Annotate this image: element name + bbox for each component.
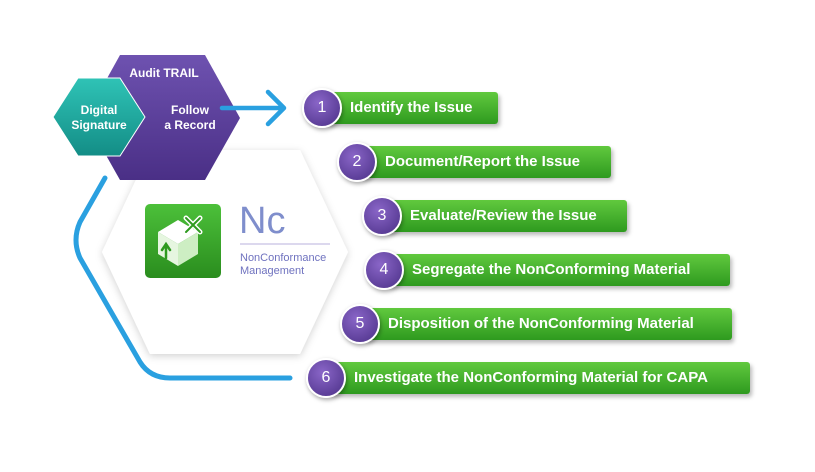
step-4: Segregate the NonConforming Material 4 — [364, 250, 730, 290]
module-abbr: Nc — [239, 200, 286, 242]
step-label: Identify the Issue — [350, 99, 473, 116]
step-6: Investigate the NonConforming Material f… — [306, 358, 750, 398]
digital-signature-label: Digital Signature — [71, 103, 127, 132]
step-label: Segregate the NonConforming Material — [412, 261, 691, 278]
step-number: 1 — [302, 88, 342, 128]
audit-trail-label: Audit TRAIL — [129, 66, 199, 80]
step-number: 2 — [337, 142, 377, 182]
follow-record-label: Follow a Record — [164, 103, 216, 132]
step-5: Disposition of the NonConforming Materia… — [340, 304, 732, 344]
module-name-line2: Management — [240, 265, 305, 277]
module-hexagon — [102, 150, 348, 354]
step-number: 4 — [364, 250, 404, 290]
step-number: 6 — [306, 358, 346, 398]
nonconformance-app-icon — [145, 204, 221, 278]
step-label: Disposition of the NonConforming Materia… — [388, 315, 694, 332]
arrow-icon — [219, 89, 287, 127]
module-name-line1: NonConformance — [240, 252, 327, 264]
connector-line — [73, 175, 293, 381]
step-label: Investigate the NonConforming Material f… — [354, 369, 708, 386]
digital-signature-hexagon — [52, 77, 146, 157]
step-number: 3 — [362, 196, 402, 236]
step-2: Document/Report the Issue 2 — [337, 142, 611, 182]
step-1: Identify the Issue 1 — [302, 88, 498, 128]
step-number: 5 — [340, 304, 380, 344]
step-label: Evaluate/Review the Issue — [410, 207, 597, 224]
step-label: Document/Report the Issue — [385, 153, 581, 170]
step-3: Evaluate/Review the Issue 3 — [362, 196, 627, 236]
